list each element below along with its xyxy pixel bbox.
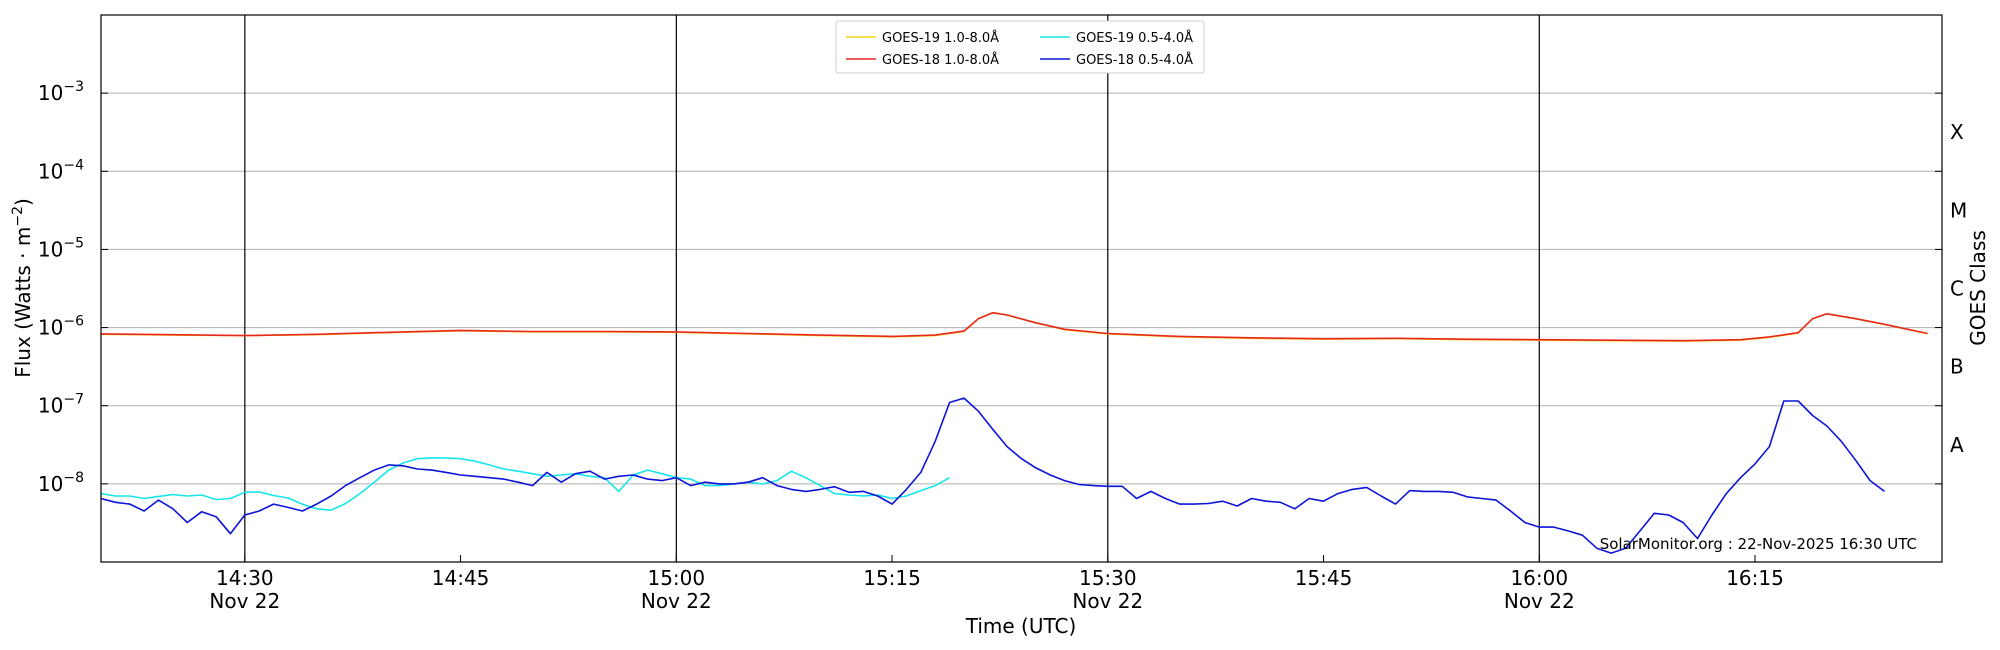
goes-class-label: X	[1950, 120, 1964, 144]
x-tick-date-label: Nov 22	[209, 589, 280, 613]
y-axis-label-main: Flux (Watts · m	[11, 227, 35, 378]
goes-class-label: C	[1950, 277, 1964, 301]
x-tick-time-label: 15:30	[1079, 566, 1137, 590]
x-tick-date-label: Nov 22	[1072, 589, 1143, 613]
x-tick-time-label: 14:30	[216, 566, 274, 590]
x-tick-date-label: Nov 22	[1504, 589, 1575, 613]
x-tick-time-label: 15:15	[863, 566, 921, 590]
series-line	[101, 457, 950, 511]
y-tick-exponent: −5	[63, 235, 84, 251]
y-axis-ticks: 10−310−410−510−610−710−8	[38, 79, 1942, 496]
x-tick-time-label: 16:00	[1510, 566, 1568, 590]
y-tick-label: 10−8	[38, 470, 84, 496]
legend-label: GOES-19 1.0-8.0Å	[882, 30, 999, 46]
goes-class-axis-label: GOES Class	[1966, 230, 1990, 346]
grid-layer	[101, 92, 1942, 485]
y-tick-exponent: −7	[63, 392, 84, 408]
x-tick-time-label: 14:45	[432, 566, 490, 590]
y-tick-exponent: −8	[63, 470, 84, 486]
y-axis-label-exponent: −2	[10, 206, 26, 227]
x-axis-label: Time (UTC)	[965, 614, 1077, 638]
date-boundary-lines	[244, 15, 1540, 562]
y-tick-base: 10	[38, 394, 63, 418]
y-tick-base: 10	[38, 159, 63, 183]
legend-box	[835, 20, 1205, 74]
y-tick-label: 10−6	[38, 314, 84, 340]
x-tick-date-label: Nov 22	[641, 589, 712, 613]
y-tick-base: 10	[38, 316, 63, 340]
y-tick-exponent: −4	[63, 157, 84, 173]
legend-label: GOES-19 0.5-4.0Å	[1076, 30, 1193, 46]
x-tick-time-label: 16:15	[1726, 566, 1784, 590]
legend-label: GOES-18 0.5-4.0Å	[1076, 52, 1193, 68]
x-tick-time-label: 15:45	[1295, 566, 1353, 590]
series-line	[101, 311, 1928, 342]
goes-class-labels: X M C B A	[1950, 120, 1967, 457]
series-layer	[101, 311, 1928, 554]
source-annotation: SolarMonitor.org : 22-Nov-2025 16:30 UTC	[1600, 535, 1917, 553]
legend-label: GOES-18 1.0-8.0Å	[882, 52, 999, 68]
y-tick-label: 10−4	[38, 157, 84, 183]
y-tick-label: 10−3	[38, 79, 84, 105]
y-axis-label: Flux (Watts · m−2)	[10, 198, 35, 378]
goes-class-label: M	[1950, 198, 1967, 222]
goes-class-label: A	[1950, 433, 1964, 457]
x-tick-time-label: 15:00	[647, 566, 705, 590]
y-tick-base: 10	[38, 237, 63, 261]
y-tick-exponent: −6	[63, 314, 84, 330]
goes-class-label: B	[1950, 355, 1964, 379]
y-tick-base: 10	[38, 81, 63, 105]
plot-frame	[100, 14, 1943, 563]
legend: GOES-19 1.0-8.0Å GOES-18 1.0-8.0Å GOES-19 …	[835, 20, 1205, 74]
y-tick-label: 10−7	[38, 392, 84, 418]
y-axis-label-close: )	[11, 198, 35, 206]
series-line	[101, 397, 1885, 554]
y-tick-label: 10−5	[38, 235, 84, 261]
y-tick-exponent: −3	[63, 79, 84, 95]
y-tick-base: 10	[38, 472, 63, 496]
